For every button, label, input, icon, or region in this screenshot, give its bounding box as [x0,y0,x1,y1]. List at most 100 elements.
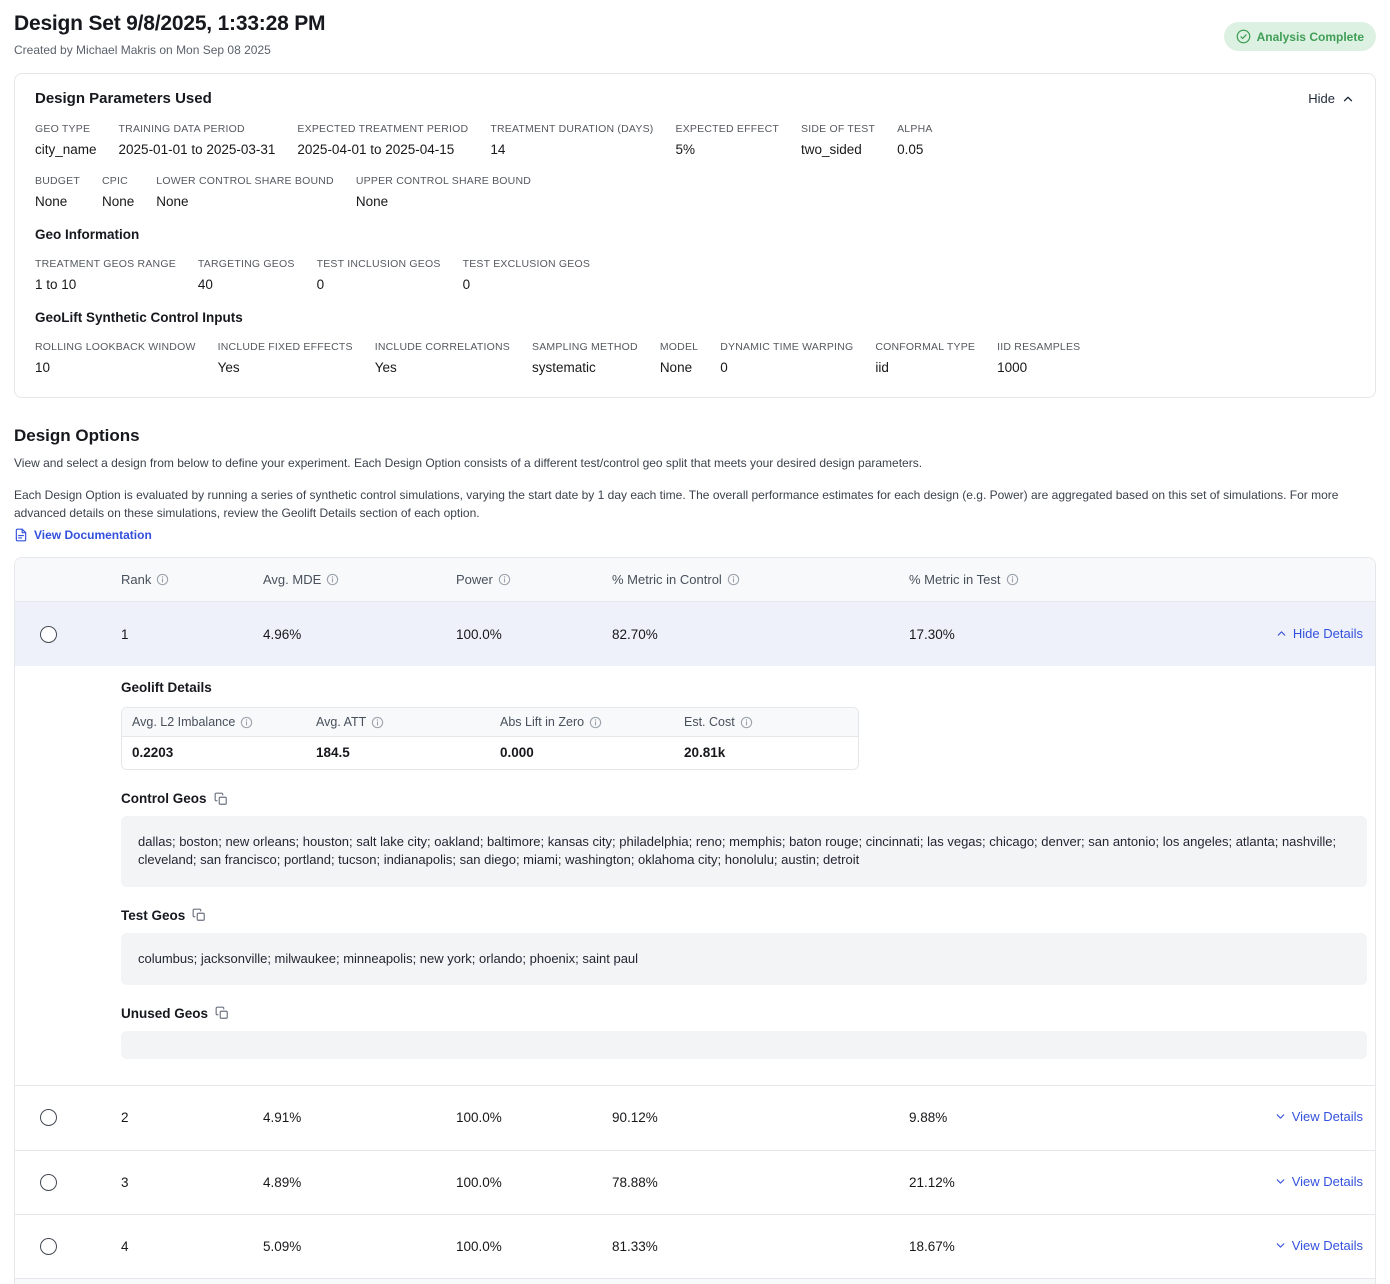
page-subtitle: Created by Michael Makris on Mon Sep 08 … [14,43,271,57]
design-options-description-2: Each Design Option is evaluated by runni… [14,488,1339,520]
param-iid-resamples: IID RESAMPLES 1000 [997,341,1081,375]
column-header-rank: Rank [121,572,263,587]
info-icon[interactable] [156,573,169,586]
view-documentation-link[interactable]: View Documentation [14,528,152,542]
avg-mde-value: 4.96% [263,626,302,642]
design-options-description: View and select a design from below to d… [14,456,923,470]
avg-mde-value: 4.89% [263,1174,302,1190]
column-header-abs-lift-in-zero: Abs Lift in Zero [490,708,674,736]
design-option-row-4[interactable]: 4 5.09% 100.0% 81.33% 18.67% View Detail… [15,1213,1375,1278]
param-training-data-period: TRAINING DATA PERIOD 2025-01-01 to 2025-… [118,123,276,157]
view-details-link[interactable]: View Details [1274,1238,1363,1253]
view-documentation-label: View Documentation [34,528,152,543]
page-header-text: Design Set 9/8/2025, 1:33:28 PM Created … [14,12,325,57]
select-option-radio[interactable] [40,625,57,643]
chevron-up-icon [1275,627,1288,640]
geolift-inputs-title: GeoLift Synthetic Control Inputs [35,310,243,325]
metric-in-control-value: 78.88% [612,1174,658,1190]
design-option-row-1[interactable]: 1 4.96% 100.0% 82.70% 17.30% Hide Detail… [15,602,1375,667]
column-header-est-cost: Est. Cost [674,708,858,736]
geolift-details-table: Avg. L2 Imbalance Avg. ATT Abs Lift in Z… [121,707,859,771]
info-icon[interactable] [1006,573,1019,586]
design-option-row-2[interactable]: 2 4.91% 100.0% 90.12% 9.88% View Details [15,1086,1375,1150]
hide-parameters-label: Hide [1308,91,1335,106]
param-rolling-lookback-window: ROLLING LOOKBACK WINDOW 10 [35,341,196,375]
l2-imbalance-value: 0.2203 [132,745,174,761]
metric-in-test-value: 17.30% [909,626,955,642]
avg-mde-value: 5.09% [263,1238,302,1254]
param-alpha: ALPHA 0.05 [897,123,933,157]
param-conformal-type: CONFORMAL TYPE iid [875,341,976,375]
column-header-l2-imbalance: Avg. L2 Imbalance [122,708,306,736]
param-geo-type: GEO TYPE city_name [35,123,97,157]
test-geos-label: Test Geos [121,907,186,923]
document-icon [14,528,28,542]
rank-value: 4 [121,1238,129,1254]
control-geos-label: Control Geos [121,791,207,807]
param-expected-treatment-period: EXPECTED TREATMENT PERIOD 2025-04-01 to … [297,123,469,157]
select-option-radio[interactable] [40,1173,57,1191]
metric-in-control-value: 81.33% [612,1238,658,1254]
control-geos-list: dallas; boston; new orleans; houston; sa… [121,816,1367,887]
metric-in-control-value: 82.70% [612,626,658,642]
design-options-section: Design Options View and select a design … [14,426,1376,545]
view-details-link[interactable]: View Details [1274,1174,1363,1189]
param-budget: BUDGET None [35,175,81,209]
info-icon[interactable] [589,716,602,729]
param-row-secondary: BUDGET None CPIC None LOWER CONTROL SHAR… [35,175,1355,209]
column-header-avg-mde: Avg. MDE [263,572,456,587]
info-icon[interactable] [498,573,511,586]
info-icon[interactable] [240,716,253,729]
page-header: Design Set 9/8/2025, 1:33:28 PM Created … [14,12,1376,57]
power-value: 100.0% [456,1174,502,1190]
column-header-power: Power [456,572,612,587]
param-dynamic-time-warping: DYNAMIC TIME WARPING 0 [720,341,854,375]
metric-in-test-value: 21.12% [909,1174,955,1190]
param-row-main: GEO TYPE city_name TRAINING DATA PERIOD … [35,123,1355,157]
param-side-of-test: SIDE OF TEST two_sided [801,123,876,157]
hide-details-link[interactable]: Hide Details [1275,626,1363,641]
metric-in-test-value: 18.67% [909,1238,955,1254]
info-icon[interactable] [371,716,384,729]
unused-geos-label: Unused Geos [121,1005,209,1021]
param-treatment-geos-range: TREATMENT GEOS RANGE 1 to 10 [35,258,176,292]
param-model: MODEL None [659,341,699,375]
rank-value: 1 [121,626,129,642]
rank-value: 3 [121,1174,129,1190]
metric-in-test-value: 9.88% [909,1110,948,1126]
check-circle-icon [1236,29,1251,44]
avg-att-value: 184.5 [316,745,350,761]
copy-icon[interactable] [192,908,206,922]
select-option-radio[interactable] [40,1237,57,1255]
geolift-details-panel: Geolift Details Avg. L2 Imbalance Avg. A… [15,666,1375,1086]
param-include-correlations: INCLUDE CORRELATIONS Yes [374,341,510,375]
status-badge-label: Analysis Complete [1256,29,1364,44]
chevron-down-icon [1274,1175,1287,1188]
design-parameters-card: Design Parameters Used Hide GEO TYPE cit… [14,73,1376,398]
next-row-partial [15,1277,1375,1284]
param-upper-control-share-bound: UPPER CONTROL SHARE BOUND None [355,175,532,209]
hide-parameters-button[interactable]: Hide [1308,91,1355,106]
param-lower-control-share-bound: LOWER CONTROL SHARE BOUND None [156,175,334,209]
test-geos-list: columbus; jacksonville; milwaukee; minne… [121,932,1367,985]
copy-icon[interactable] [215,1006,229,1020]
param-include-fixed-effects: INCLUDE FIXED EFFECTS Yes [217,341,353,375]
chevron-down-icon [1274,1239,1287,1252]
param-test-inclusion-geos: TEST INCLUSION GEOS 0 [316,258,441,292]
param-test-exclusion-geos: TEST EXCLUSION GEOS 0 [462,258,591,292]
info-icon[interactable] [727,573,740,586]
select-option-radio[interactable] [40,1109,57,1127]
column-header-metric-in-control: % Metric in Control [612,572,909,587]
view-details-link[interactable]: View Details [1274,1109,1363,1124]
param-cpic: CPIC None [102,175,135,209]
design-option-row-3[interactable]: 3 4.89% 100.0% 78.88% 21.12% View Detail… [15,1149,1375,1214]
est-cost-value: 20.81k [684,745,726,761]
param-row-geo-info: TREATMENT GEOS RANGE 1 to 10 TARGETING G… [35,258,1355,292]
column-header-metric-in-test: % Metric in Test [909,572,1375,587]
info-icon[interactable] [326,573,339,586]
metric-in-control-value: 90.12% [612,1110,658,1126]
copy-icon[interactable] [214,792,228,806]
chevron-down-icon [1274,1110,1287,1123]
status-badge: Analysis Complete [1223,22,1376,51]
info-icon[interactable] [740,716,753,729]
